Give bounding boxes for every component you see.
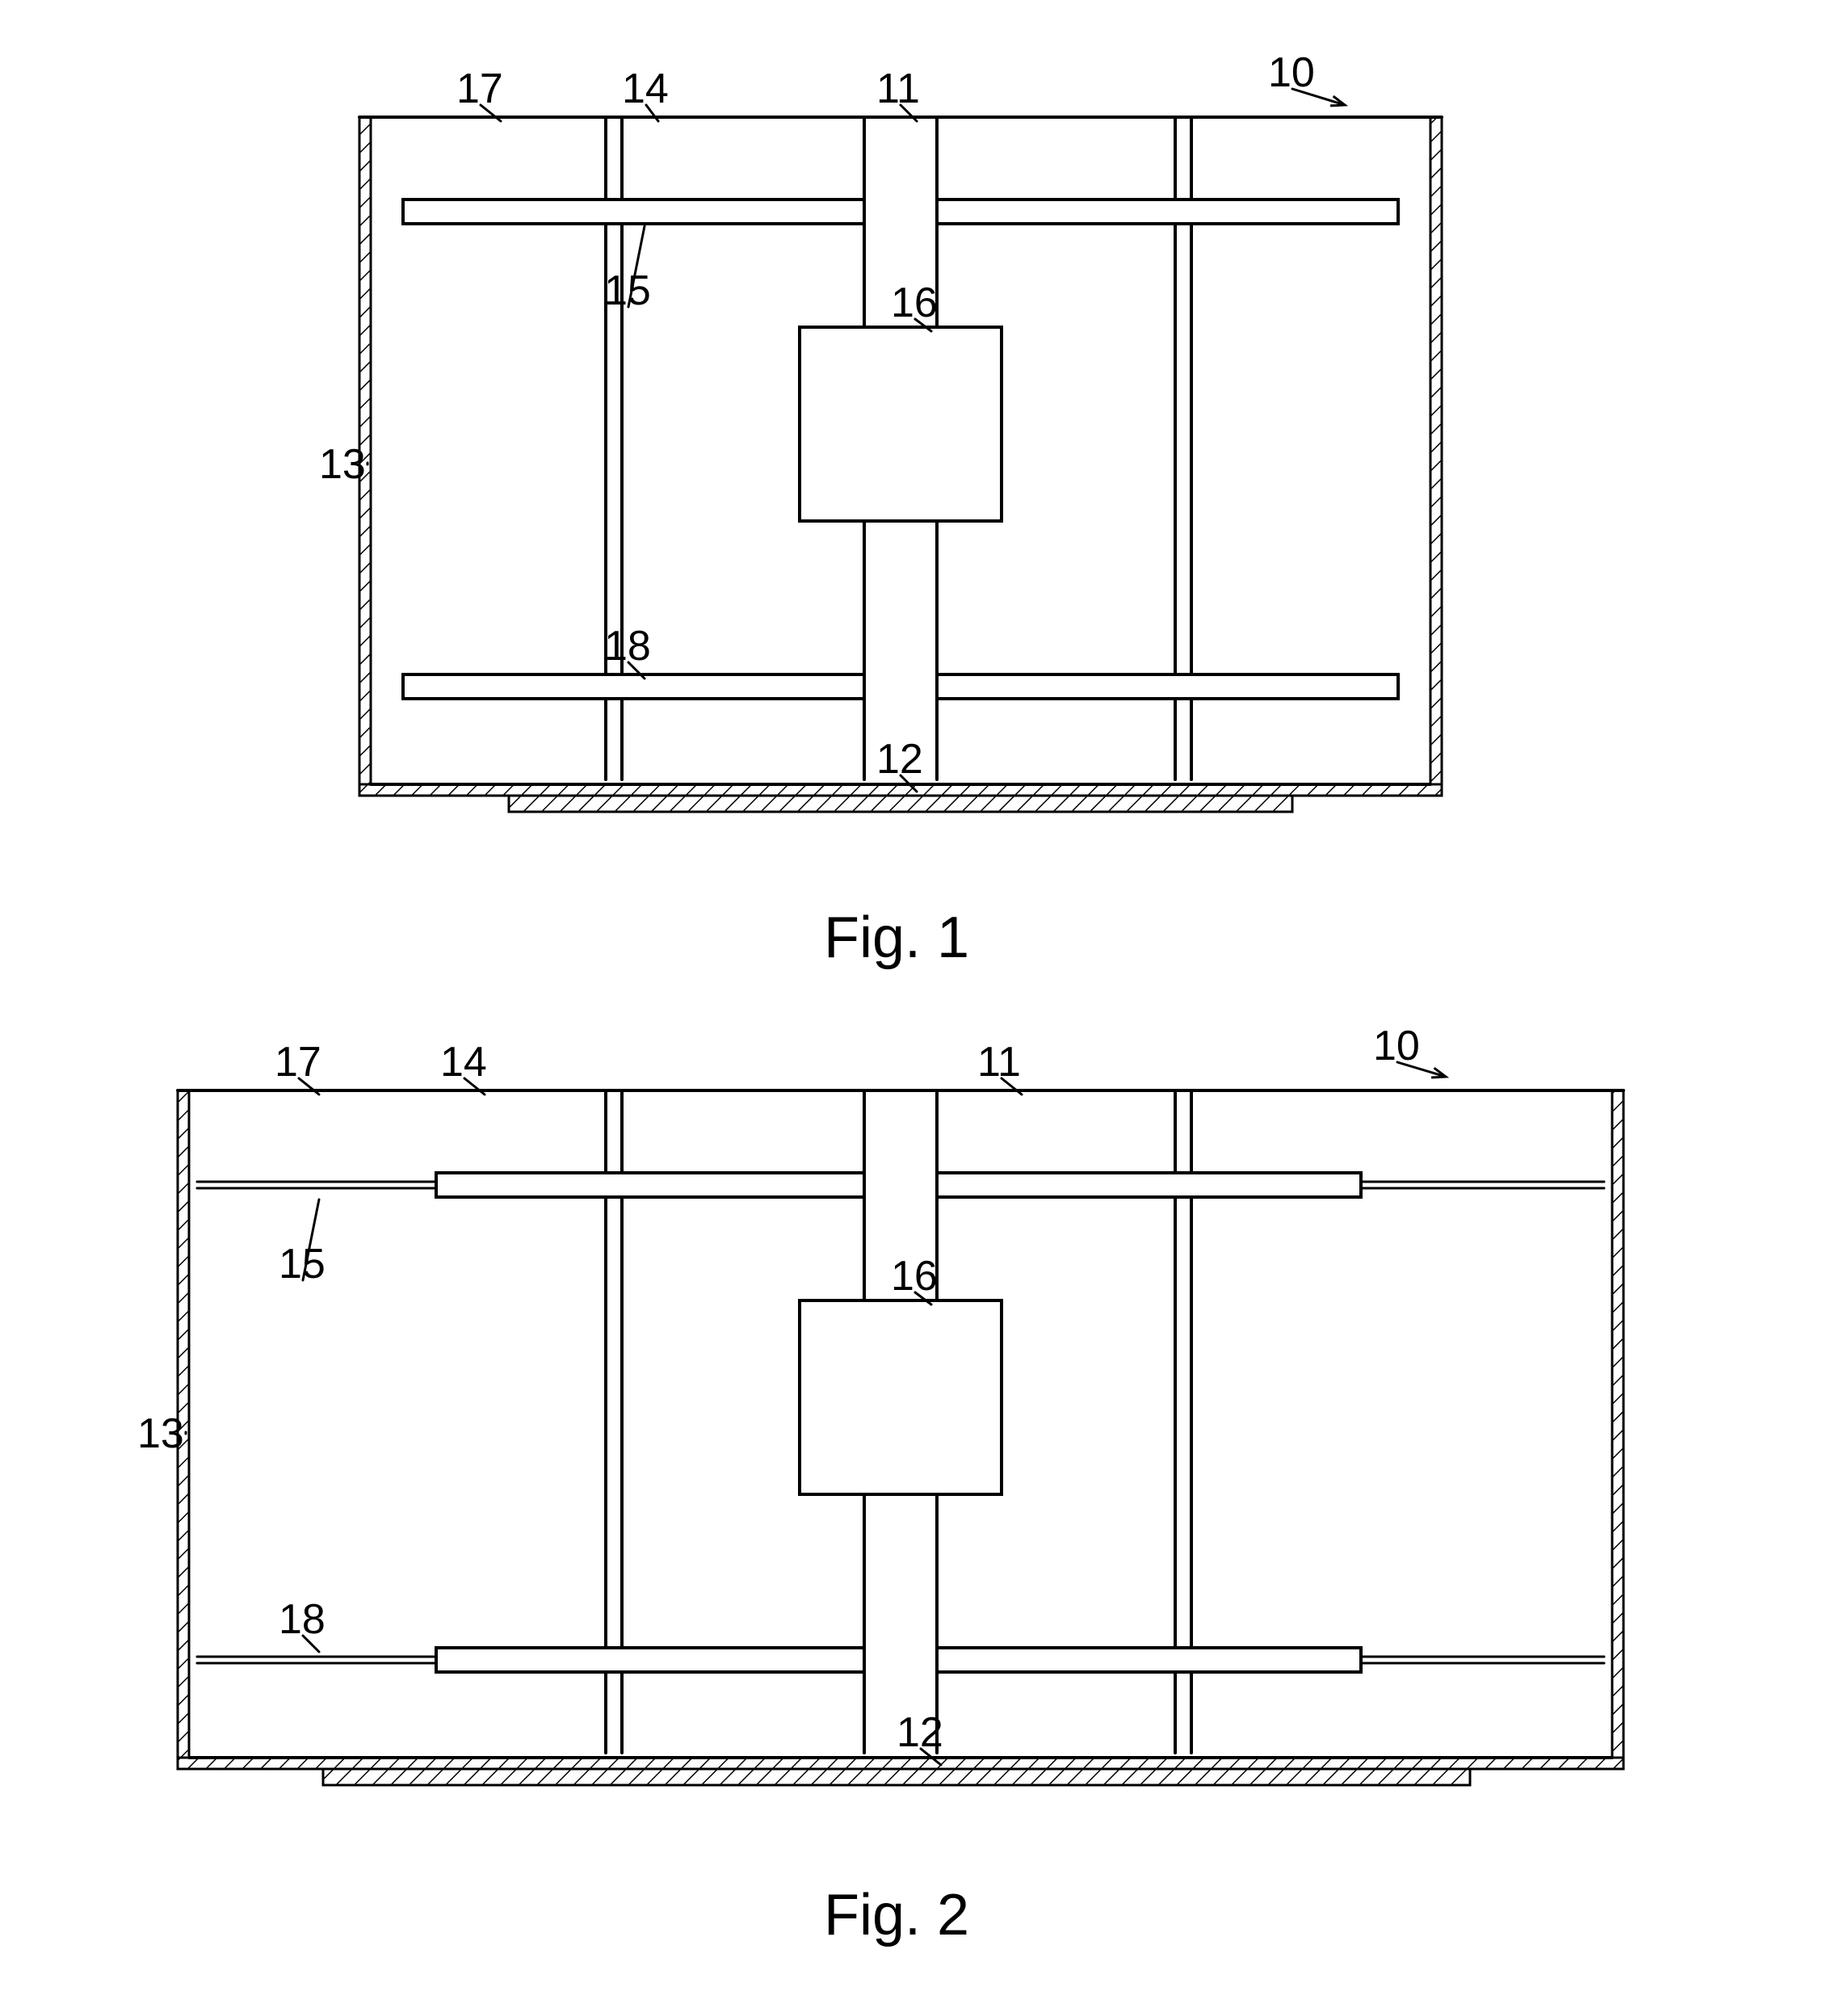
ref-label-12: 12: [897, 1708, 943, 1757]
ref-label-11: 11: [876, 65, 920, 113]
ref-label-15: 15: [279, 1240, 326, 1288]
ref-label-13: 13: [137, 1410, 184, 1458]
ref-label-15: 15: [604, 267, 651, 315]
ref-label-16: 16: [891, 1252, 938, 1300]
ref-label-13: 13: [319, 440, 366, 489]
ref-label-16: 16: [891, 279, 938, 327]
figure-caption: Fig. 1: [824, 905, 969, 971]
ref-label-17: 17: [275, 1038, 321, 1086]
ref-label-18: 18: [604, 622, 651, 670]
ref-label-14: 14: [440, 1038, 487, 1086]
ref-label-17: 17: [456, 65, 503, 113]
ref-label-18: 18: [279, 1595, 326, 1644]
ref-label-12: 12: [876, 735, 923, 784]
figure-caption: Fig. 2: [824, 1882, 969, 1948]
ref-label-10: 10: [1373, 1022, 1420, 1070]
ref-label-10: 10: [1268, 48, 1315, 97]
ref-label-14: 14: [622, 65, 669, 113]
ref-label-11: 11: [977, 1038, 1021, 1086]
